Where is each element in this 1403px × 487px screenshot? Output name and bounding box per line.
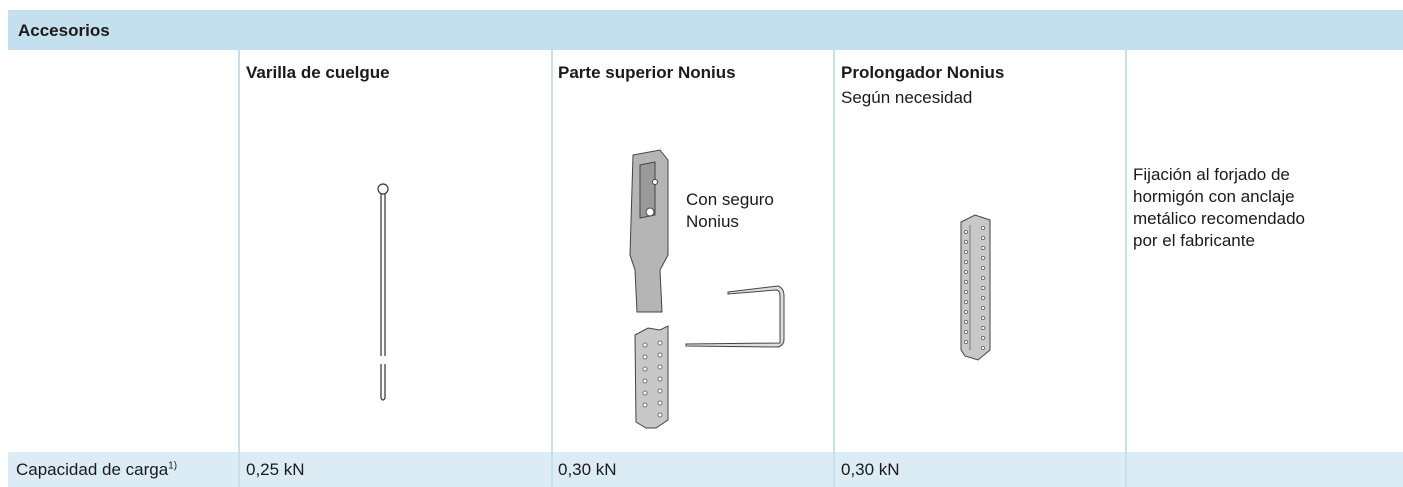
footer-value: 0,30 kN bbox=[558, 460, 617, 479]
note-line: hormigón con anclaje bbox=[1133, 187, 1295, 206]
note-line: Fijación al forjado de bbox=[1133, 165, 1290, 184]
image-label: Con seguro bbox=[686, 190, 774, 209]
column-subtitle: Según necesidad bbox=[841, 88, 973, 107]
divider bbox=[551, 50, 553, 487]
footnote-mark: 1) bbox=[168, 460, 178, 472]
nonius-extender-holes bbox=[964, 226, 985, 350]
column-title: Varilla de cuelgue bbox=[246, 63, 390, 82]
image-label: Nonius bbox=[686, 212, 739, 231]
note-line: metálico recomendado bbox=[1133, 209, 1305, 228]
note-line: por el fabricante bbox=[1133, 231, 1255, 250]
footer-value: 0,30 kN bbox=[841, 460, 900, 479]
header-band bbox=[8, 10, 1403, 50]
column-title: Prolongador Nonius bbox=[841, 63, 1005, 82]
header-title: Accesorios bbox=[18, 21, 110, 40]
hanger-rod bbox=[377, 183, 389, 401]
footer-band bbox=[8, 452, 1403, 487]
nonius-top bbox=[629, 149, 785, 429]
column-title: Parte superior Nonius bbox=[558, 63, 736, 82]
divider bbox=[1125, 50, 1127, 487]
divider bbox=[833, 50, 835, 487]
footer-label-text: Capacidad de carga bbox=[16, 460, 169, 479]
footer-label: Capacidad de carga1) bbox=[16, 459, 177, 481]
divider bbox=[238, 50, 240, 487]
nonius-top-holes bbox=[642, 340, 663, 418]
footer-value: 0,25 kN bbox=[246, 460, 305, 479]
nonius-extender bbox=[960, 214, 991, 361]
